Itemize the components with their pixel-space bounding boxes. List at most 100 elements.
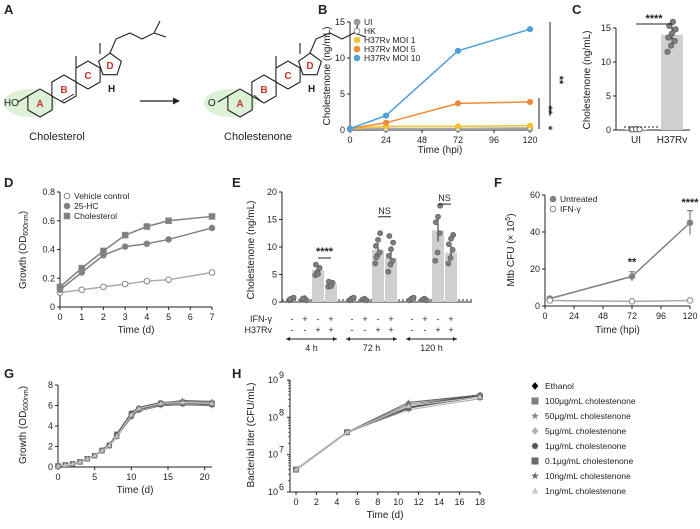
d-point-2 xyxy=(208,213,216,220)
b-point-3 xyxy=(454,100,462,107)
e-ytick-label: 20 xyxy=(267,187,277,197)
e-point-0-2 xyxy=(315,271,321,277)
e-point-1-3 xyxy=(385,252,392,259)
gh-legend-marker-2 xyxy=(531,411,539,420)
d-point-1 xyxy=(143,240,151,248)
f-legend-marker-0 xyxy=(549,195,557,203)
e-point-1-3 xyxy=(388,246,394,253)
h-point-6 xyxy=(405,399,412,406)
e-ytick-label: 10 xyxy=(267,242,277,252)
f-xtick-label: 24 xyxy=(569,311,579,321)
h-line-4 xyxy=(295,394,481,471)
molR-carbonyl-bond xyxy=(217,95,229,103)
e-h37rv-sign-1-2: + xyxy=(375,325,380,335)
f-point-0 xyxy=(686,219,694,227)
h-line-0 xyxy=(295,394,481,471)
d-legend-marker-1 xyxy=(63,202,71,210)
b-sig-label-1: ** xyxy=(542,106,554,115)
d-point-2 xyxy=(78,264,86,272)
c-bar-1 xyxy=(661,34,683,130)
g-ytick-label: 0 xyxy=(48,462,53,472)
f-xtick-label: 0 xyxy=(542,311,547,321)
d-xtick-label: 7 xyxy=(209,312,214,322)
b-x-label: Time (hpi) xyxy=(418,145,463,156)
d-y-label: Growth (OD600nm) xyxy=(18,211,30,289)
e-point-2-2 xyxy=(434,249,441,256)
h-line-1 xyxy=(295,396,481,471)
f-point-0 xyxy=(628,273,636,280)
molR-ring-label: A xyxy=(236,99,243,110)
molR-group-label: O xyxy=(208,98,216,109)
g-line-7 xyxy=(57,401,213,467)
g-point-7 xyxy=(106,442,112,448)
e-ifn-sign-0-3: + xyxy=(328,314,333,324)
e-ytick-label: 5 xyxy=(272,270,277,280)
cholestenone-structure: A B C D H O xyxy=(204,20,367,118)
gh-legend-marker-1 xyxy=(531,397,539,405)
gh-legend-label-7: 1ng/mL cholestenone xyxy=(545,486,626,496)
d-point-1 xyxy=(208,224,216,232)
f-xtick-label: 72 xyxy=(627,311,637,321)
g-xtick-label: 0 xyxy=(55,472,60,482)
e-ifn-sign-2-1: + xyxy=(422,314,427,324)
h-xtick-label: 16 xyxy=(455,497,465,507)
e-time-arrow-right-2 xyxy=(453,337,457,341)
f-y-label: Mtb CFU (× 105) xyxy=(505,213,517,286)
e-point-1-2 xyxy=(373,254,380,261)
d-ytick-label: 0 xyxy=(50,302,55,312)
f-sig-label-1: **** xyxy=(681,197,699,209)
e-time-arrow-right-0 xyxy=(333,337,337,341)
d-xtick-label: 5 xyxy=(166,312,171,322)
d-x-label: Time (d) xyxy=(118,325,155,336)
d-point-2 xyxy=(56,283,64,291)
panel-label-d: D xyxy=(4,175,13,190)
c-point-1 xyxy=(672,26,679,33)
e-h37rv-sign-2-3: + xyxy=(448,325,453,335)
b-sig-label-0: ** xyxy=(553,76,565,85)
panel-label-a: A xyxy=(4,2,14,17)
e-h37rv-sign-0-0: - xyxy=(291,325,294,335)
b-ytick-label: 15 xyxy=(335,17,345,27)
h-ytick-exponent: 7 xyxy=(279,445,284,455)
e-point-1-3 xyxy=(390,239,397,246)
g-point-7 xyxy=(158,400,164,406)
h-xtick-label: 14 xyxy=(434,497,444,507)
h-xtick-label: 18 xyxy=(475,497,485,507)
h-line-6 xyxy=(295,394,481,471)
e-h37rv-sign-0-2: + xyxy=(315,325,320,335)
b-legend-label-2: H37Rv MOI 1 xyxy=(364,35,416,45)
g-xtick-label: 15 xyxy=(163,472,173,482)
panel-d-chart: D 0 0.2 0.4 0.6 0.8 0 1 2 3 4 5 6 7 Growth (OD600nm) T… xyxy=(4,175,216,336)
f-point-1 xyxy=(546,297,554,304)
e-row-label-ifn: IFN-γ xyxy=(250,314,272,324)
d-point-0 xyxy=(100,283,107,291)
b-point-3 xyxy=(382,119,390,126)
molL-ring-d xyxy=(97,52,123,76)
e-point-0-1 xyxy=(299,295,306,302)
e-h37rv-sign-1-0: - xyxy=(351,325,354,335)
g-point-7 xyxy=(77,459,83,464)
g-x-label: Time (d) xyxy=(117,485,154,496)
b-legend-marker-2 xyxy=(353,36,361,44)
d-point-0 xyxy=(78,286,86,294)
h-ytick-exponent: 9 xyxy=(279,370,284,380)
d-legend-label-2: Cholesterol xyxy=(74,211,117,221)
d-point-1 xyxy=(165,236,172,243)
d-legend-marker-2 xyxy=(63,212,71,220)
c-point-0 xyxy=(636,126,643,133)
e-sig-label-2: NS xyxy=(438,193,451,203)
f-y-label-main: Mtb CFU (× 10 xyxy=(506,220,517,286)
b-xtick-label: 48 xyxy=(417,135,427,145)
d-xtick-label: 0 xyxy=(57,312,62,322)
d-ytick-label: 0.2 xyxy=(42,273,55,283)
g-point-7 xyxy=(84,456,90,461)
e-point-1-0 xyxy=(350,294,357,301)
molR-h-label: H xyxy=(308,84,315,95)
h-ytick-base: 10 xyxy=(268,412,278,422)
g-point-7 xyxy=(114,433,120,439)
g-point-7 xyxy=(136,405,142,411)
e-point-2-1 xyxy=(423,297,430,304)
e-point-2-3 xyxy=(445,260,452,267)
d-legend-label-1: 25-HC xyxy=(74,201,99,211)
